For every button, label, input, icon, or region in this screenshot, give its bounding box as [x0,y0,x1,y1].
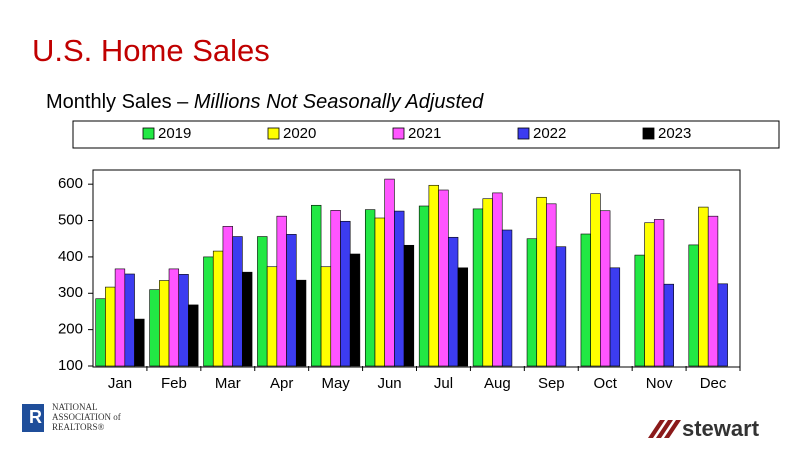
bar [188,304,199,367]
y-tick-label: 500 [58,212,83,229]
y-tick-label: 400 [58,248,83,265]
bar [472,208,484,367]
bar [600,210,611,367]
bar [609,267,621,367]
bar [590,193,601,367]
legend-box [72,120,780,149]
x-tick-label: Feb [161,375,187,392]
bar [634,254,645,367]
legend-swatch [392,127,405,140]
bar [134,318,145,367]
x-tick-label: Apr [270,375,293,392]
bar [457,267,469,367]
bar [266,266,278,367]
x-tick-label: Dec [700,375,727,392]
bar [394,210,405,367]
bar [698,206,709,367]
stewart-logo: stewart [648,416,760,441]
x-tick-label: Nov [646,375,673,392]
nar-logo: R NATIONAL ASSOCIATION of REALTORS® [22,402,121,432]
bar [492,192,503,367]
chart-subtitle: Monthly Sales – Millions Not Seasonally … [46,91,484,113]
legend-swatch [642,127,655,140]
bar [418,205,430,367]
x-tick-label: Jul [434,375,453,392]
x-tick-label: Aug [484,375,511,392]
y-tick-label: 100 [58,357,83,374]
bar [124,273,135,367]
y-tick-label: 300 [58,284,83,301]
bar [257,236,268,367]
bar [340,220,351,367]
bar [330,210,341,367]
legend-label: 2019 [158,125,191,142]
x-tick-label: Oct [594,375,618,392]
legend-label: 2023 [658,125,691,142]
bar [482,198,493,367]
nar-logo-mark [22,404,44,432]
bar [286,234,297,367]
bar [320,266,332,367]
nar-logo-letter: R [29,407,42,427]
y-tick-label: 600 [58,175,83,192]
nar-line: NATIONAL [52,402,98,412]
legend-swatch [142,127,155,140]
bar [555,246,567,367]
bar [448,236,459,367]
bar [501,229,513,367]
bar [644,222,655,367]
bar [149,289,160,367]
bar [95,298,106,367]
subtitle-text: Monthly Sales – [46,91,194,113]
bar [580,233,591,367]
bar [688,244,699,367]
bar [707,215,719,367]
bar [232,236,243,367]
bar [364,209,376,367]
legend-swatch [517,127,530,140]
legend-swatch [267,127,280,140]
x-tick-label: Jan [108,375,132,392]
bar [212,250,224,367]
bar [653,219,665,367]
bar [438,189,449,367]
bar [295,279,307,367]
bar [311,204,322,367]
nar-line: ASSOCIATION of [52,412,121,422]
legend-label: 2022 [533,125,566,142]
bar [536,196,547,367]
x-tick-label: Sep [538,375,565,392]
y-tick-label: 200 [58,321,83,338]
subtitle-italic: Millions Not Seasonally Adjusted [194,91,484,113]
legend-label: 2020 [283,125,316,142]
nar-line: REALTORS® [52,422,105,432]
stewart-mark [648,420,681,438]
x-tick-label: Mar [215,375,241,392]
bar [428,184,439,367]
bar [222,226,233,367]
bar [403,244,415,367]
bar [114,268,126,367]
legend-label: 2021 [408,125,441,142]
x-tick-label: Jun [377,375,401,392]
bar [349,253,361,367]
bar [203,256,214,367]
bar [717,283,728,367]
bar [546,203,557,367]
bar [276,215,287,367]
chart-title: U.S. Home Sales [32,33,270,68]
x-tick-label: May [321,375,350,392]
bar [242,271,253,367]
stewart-word: stewart [682,416,760,441]
bar [384,178,395,367]
bar [663,283,674,367]
bar [374,217,385,367]
bar [526,238,538,367]
bar [105,286,116,367]
bar [159,280,170,367]
bar [168,268,180,367]
bar [178,274,189,367]
